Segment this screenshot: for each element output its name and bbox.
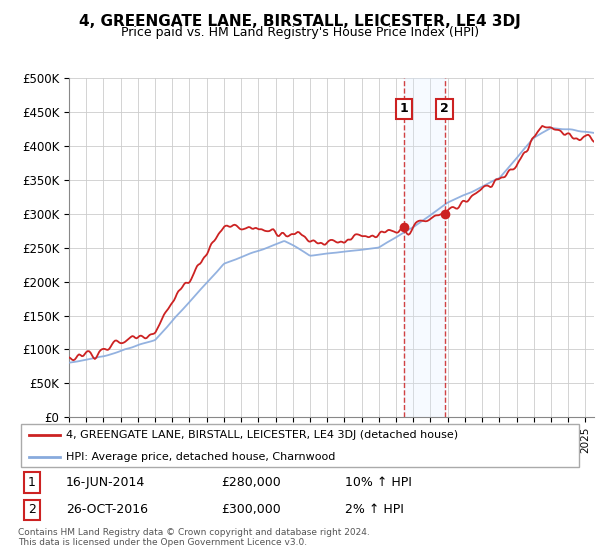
Text: £300,000: £300,000 — [221, 503, 281, 516]
Bar — [404, 78, 445, 417]
Text: 10% ↑ HPI: 10% ↑ HPI — [345, 476, 412, 489]
Text: 2: 2 — [28, 503, 36, 516]
Text: 1: 1 — [400, 102, 409, 115]
Text: 2% ↑ HPI: 2% ↑ HPI — [345, 503, 404, 516]
Text: 1: 1 — [28, 476, 36, 489]
Text: 26-OCT-2016: 26-OCT-2016 — [66, 503, 148, 516]
Text: 16-JUN-2014: 16-JUN-2014 — [66, 476, 145, 489]
Text: Price paid vs. HM Land Registry's House Price Index (HPI): Price paid vs. HM Land Registry's House … — [121, 26, 479, 39]
Text: £280,000: £280,000 — [221, 476, 281, 489]
Text: HPI: Average price, detached house, Charnwood: HPI: Average price, detached house, Char… — [66, 452, 335, 462]
Text: 4, GREENGATE LANE, BIRSTALL, LEICESTER, LE4 3DJ: 4, GREENGATE LANE, BIRSTALL, LEICESTER, … — [79, 14, 521, 29]
Text: Contains HM Land Registry data © Crown copyright and database right 2024.
This d: Contains HM Land Registry data © Crown c… — [18, 528, 370, 547]
Text: 2: 2 — [440, 102, 449, 115]
FancyBboxPatch shape — [21, 424, 579, 468]
Text: 4, GREENGATE LANE, BIRSTALL, LEICESTER, LE4 3DJ (detached house): 4, GREENGATE LANE, BIRSTALL, LEICESTER, … — [66, 430, 458, 440]
